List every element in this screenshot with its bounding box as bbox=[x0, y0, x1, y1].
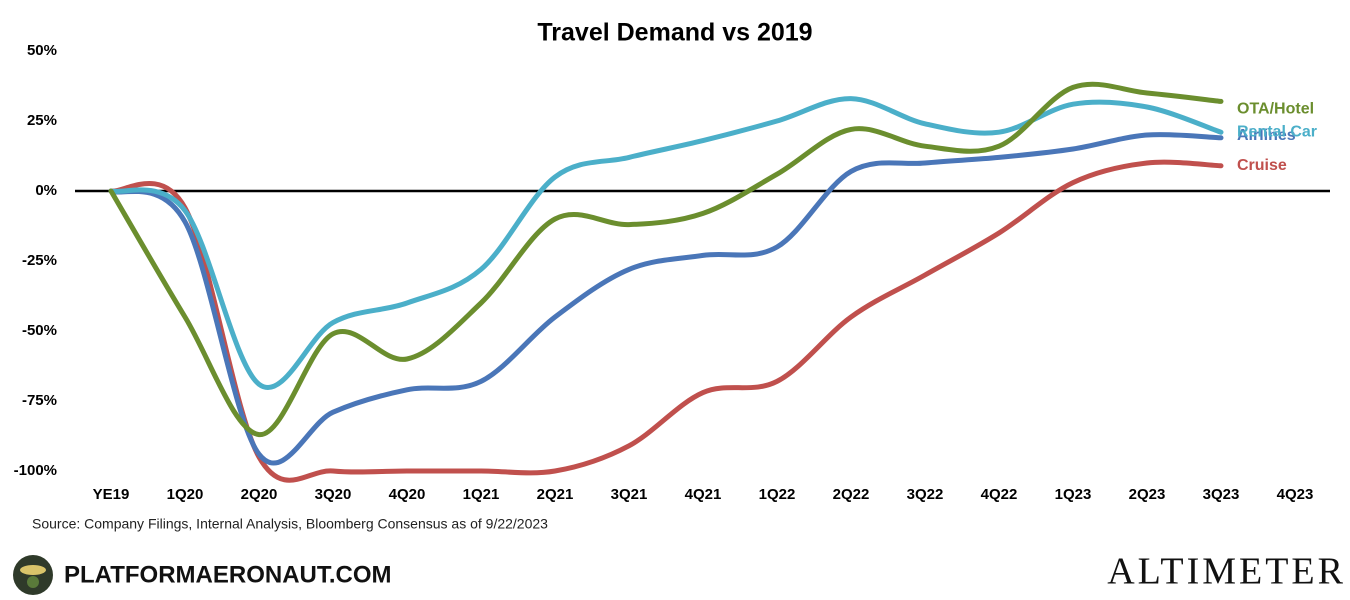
x-tick-label: 1Q23 bbox=[1055, 486, 1092, 503]
y-tick-label: -50% bbox=[22, 322, 57, 339]
x-tick-label: 3Q20 bbox=[315, 486, 352, 503]
series-label: Rental Car bbox=[1237, 123, 1317, 140]
x-tick-label: 4Q23 bbox=[1277, 486, 1314, 503]
series-label: Cruise bbox=[1237, 157, 1287, 174]
series-line bbox=[108, 159, 1224, 483]
logo-icon bbox=[13, 555, 53, 595]
x-tick-label: 3Q23 bbox=[1203, 486, 1240, 503]
x-tick-label: 1Q22 bbox=[759, 486, 796, 503]
x-tick-label: 3Q21 bbox=[611, 486, 648, 503]
series-line bbox=[108, 81, 1224, 438]
x-tick-label: 1Q20 bbox=[167, 486, 204, 503]
y-tick-label: 25% bbox=[27, 112, 57, 129]
y-tick-label: -75% bbox=[22, 392, 57, 409]
x-tick-label: 4Q20 bbox=[389, 486, 426, 503]
series-line bbox=[108, 96, 1224, 390]
chart-title: Travel Demand vs 2019 bbox=[537, 19, 812, 47]
x-tick-label: 3Q22 bbox=[907, 486, 944, 503]
x-tick-label: 2Q20 bbox=[241, 486, 278, 503]
source-note: Source: Company Filings, Internal Analys… bbox=[32, 516, 548, 532]
y-tick-label: -100% bbox=[14, 462, 57, 479]
y-tick-label: 50% bbox=[27, 42, 57, 59]
x-tick-label: 4Q22 bbox=[981, 486, 1018, 503]
series-line bbox=[108, 132, 1224, 466]
y-tick-label: -25% bbox=[22, 252, 57, 269]
y-tick-label: 0% bbox=[35, 182, 57, 199]
x-tick-label: 4Q21 bbox=[685, 486, 722, 503]
site-name: PLATFORMAERONAUT.COM bbox=[64, 561, 392, 588]
x-tick-label: 2Q22 bbox=[833, 486, 870, 503]
x-tick-label: 2Q21 bbox=[537, 486, 574, 503]
brand-name: ALTIMETER bbox=[1107, 551, 1346, 593]
series-label: OTA/Hotel bbox=[1237, 101, 1314, 118]
x-tick-label: YE19 bbox=[93, 486, 130, 503]
x-tick-label: 1Q21 bbox=[463, 486, 500, 503]
series-label: Airlines bbox=[1237, 127, 1296, 144]
x-tick-label: 2Q23 bbox=[1129, 486, 1166, 503]
